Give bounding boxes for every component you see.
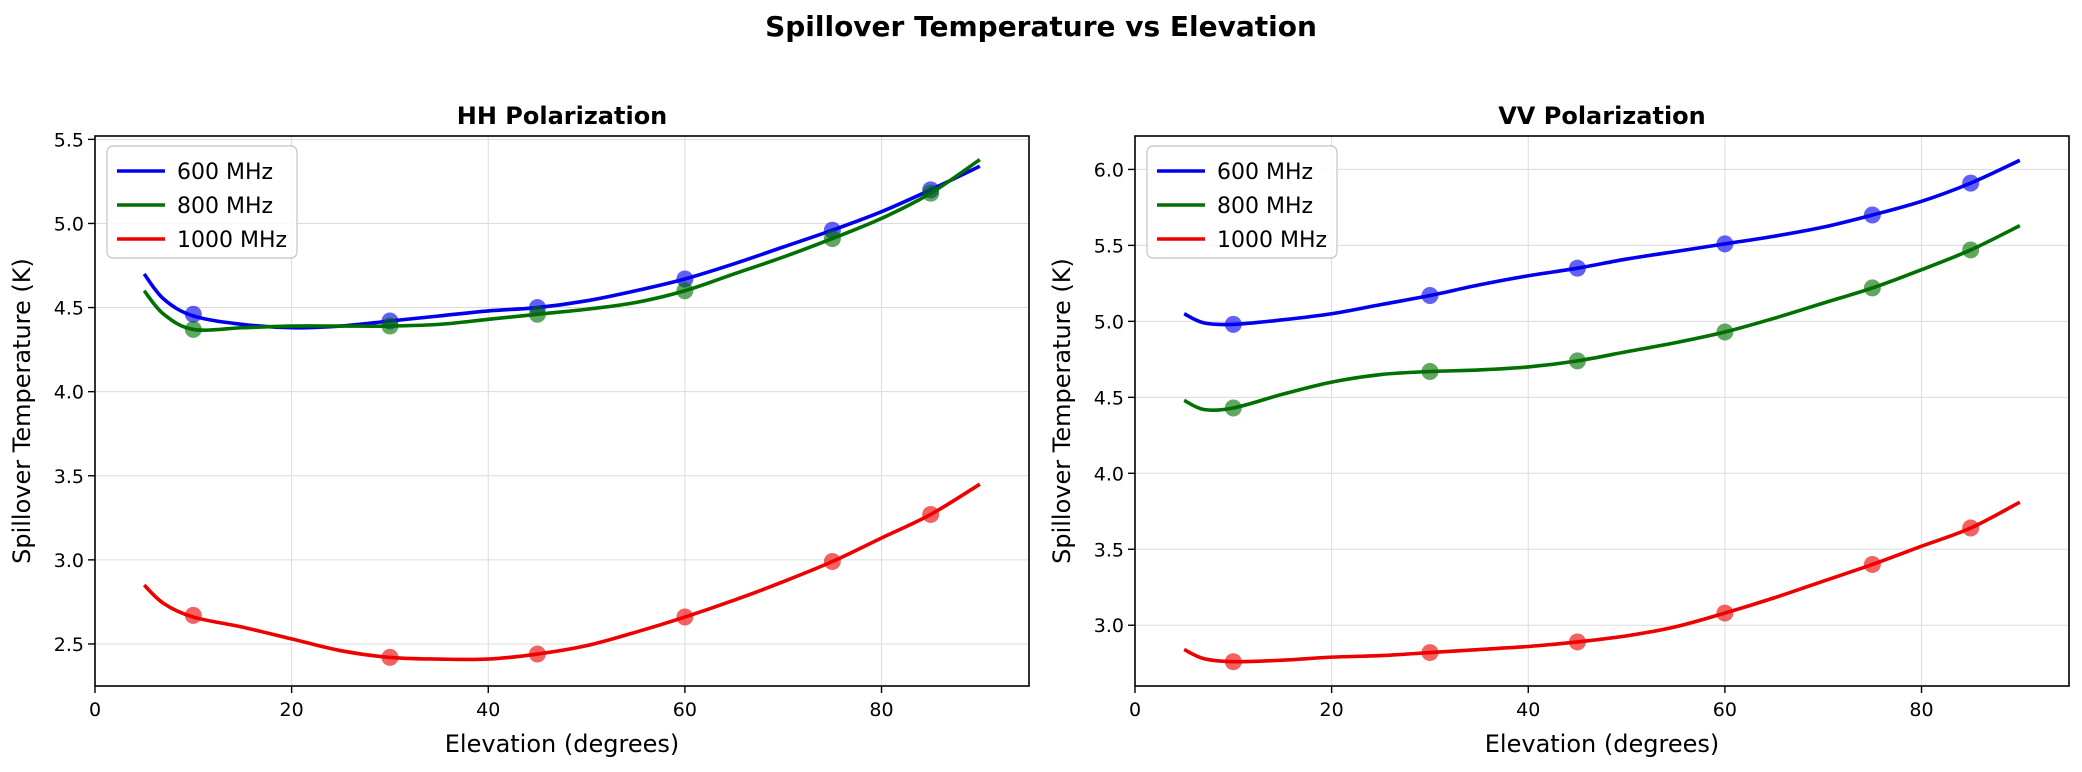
axes-frame [1134, 135, 2070, 687]
x-tick-label: 20 [280, 699, 304, 721]
data-point [1716, 604, 1734, 622]
legend-label: 800 MHz [1217, 194, 1313, 219]
data-point [676, 608, 694, 626]
data-point [676, 282, 694, 300]
x-axis-label: Elevation (degrees) [1485, 730, 1719, 758]
data-point [1863, 279, 1881, 297]
data-point [1568, 633, 1586, 651]
legend-label: 600 MHz [1217, 160, 1313, 185]
y-axis-label: Spillover Temperature (K) [8, 258, 36, 564]
data-point [1568, 352, 1586, 370]
y-tick-label: 3.0 [54, 550, 84, 572]
series-1000-mhz [1183, 500, 2021, 671]
panel-title: VV Polarization [1498, 102, 1706, 130]
data-point [823, 230, 841, 248]
y-tick-label: 3.0 [1094, 615, 1124, 637]
legend-label: 800 MHz [177, 194, 273, 219]
data-point [1421, 644, 1439, 662]
x-tick-label: 20 [1320, 699, 1344, 721]
legend-box [1146, 145, 1338, 259]
data-point [1863, 206, 1881, 224]
data-point [184, 320, 202, 338]
x-tick-label: 0 [1129, 699, 1141, 721]
data-point [528, 645, 546, 663]
legend-label: 1000 MHz [1217, 228, 1327, 253]
data-point [823, 553, 841, 571]
legend: 600 MHz 800 MHz 1000 MHz [1146, 145, 1338, 259]
series-line [1183, 500, 2021, 664]
data-point [922, 184, 940, 202]
x-tick-label: 40 [476, 699, 500, 721]
data-point [1716, 235, 1734, 253]
panel-title: HH Polarization [457, 102, 668, 130]
hh-polarization-panel: 0 20 40 60 80 2.5 3.0 3.5 4.0 4.5 5.0 5.5 HH Polariz… [8, 102, 1030, 758]
data-point [1224, 653, 1242, 671]
y-tick-label: 4.0 [54, 382, 84, 404]
data-point [1962, 519, 1980, 537]
series-1000-mhz [142, 482, 981, 666]
data-point [184, 305, 202, 323]
data-point [1568, 259, 1586, 277]
data-point [381, 317, 399, 335]
series-line [142, 482, 981, 662]
y-tick-label: 5.0 [1094, 311, 1124, 333]
legend-label: 600 MHz [177, 160, 273, 185]
y-tick-label: 5.5 [1094, 235, 1124, 257]
y-tick-label: 3.5 [1094, 539, 1124, 561]
y-tick-label: 3.5 [54, 466, 84, 488]
data-point [1962, 241, 1980, 259]
data-point [1863, 555, 1881, 573]
axes-frame [94, 135, 1030, 687]
y-tick-label: 5.0 [54, 213, 84, 235]
x-axis-label: Elevation (degrees) [445, 730, 679, 758]
series-800-mhz [142, 158, 981, 338]
data-point [1716, 323, 1734, 341]
data-point [676, 270, 694, 288]
series-600-mhz [1183, 158, 2021, 333]
x-tick-label: 0 [89, 699, 101, 721]
legend-box [106, 145, 298, 259]
x-tick-label: 60 [1713, 699, 1737, 721]
y-tick-label: 4.5 [1094, 387, 1124, 409]
vv-polarization-panel: 0 20 40 60 80 3.0 3.5 4.0 4.5 5.0 5.5 6.0 VV Polariz… [1048, 102, 2070, 758]
data-point [184, 606, 202, 624]
y-tick-label: 5.5 [54, 129, 84, 151]
data-point [922, 505, 940, 523]
data-point [1421, 287, 1439, 305]
data-point [1224, 399, 1242, 417]
y-tick-label: 6.0 [1094, 159, 1124, 181]
x-tick-label: 80 [869, 699, 893, 721]
y-tick-label: 4.5 [54, 298, 84, 320]
data-point [1421, 362, 1439, 380]
y-tick-label: 4.0 [1094, 463, 1124, 485]
x-tick-label: 60 [673, 699, 697, 721]
y-axis-label: Spillover Temperature (K) [1048, 258, 1076, 564]
legend: 600 MHz 800 MHz 1000 MHz [106, 145, 298, 259]
series-800-mhz [1183, 224, 2021, 417]
x-tick-label: 40 [1516, 699, 1540, 721]
y-tick-label: 2.5 [54, 634, 84, 656]
data-point [1962, 174, 1980, 192]
data-point [381, 648, 399, 666]
x-tick-label: 80 [1909, 699, 1933, 721]
figure-title: Spillover Temperature vs Elevation [765, 10, 1317, 43]
data-point [528, 305, 546, 323]
legend-label: 1000 MHz [177, 228, 287, 253]
data-point [1224, 315, 1242, 333]
